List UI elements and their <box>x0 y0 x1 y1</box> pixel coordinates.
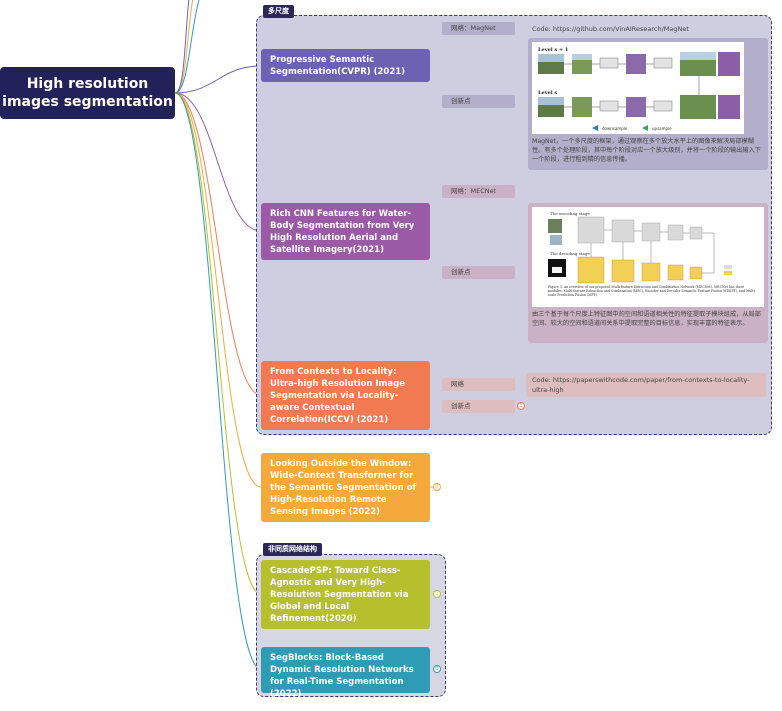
subtopic-innovation-magnet[interactable]: 创新点 <box>442 95 515 108</box>
figure-decoding-label: The decoding stage <box>550 251 590 256</box>
legend-upsample: upsample <box>652 126 672 131</box>
mecnet-architecture-diagram: The encoding stage The decoding stage <box>548 211 756 297</box>
legend-downsample: downsample <box>602 126 628 131</box>
figure-level-top-label: Level s + 1 <box>538 47 568 53</box>
paper-node-looking-outside-window[interactable]: Looking Outside the Window: Wide-Context… <box>261 453 430 522</box>
innovation-description-mecnet: 由三个基于每个尺度上特征图中的空间和语道相关性的特征提取子模块组成，从局部空间、… <box>532 311 761 327</box>
figure-encoding-label: The encoding stage <box>550 211 590 216</box>
figure-caption: Figure 3. An overview of our proposed Mu… <box>548 285 756 297</box>
paper-node-mecnet[interactable]: Rich CNN Features for Water-Body Segment… <box>261 203 430 260</box>
innovation-card-mecnet[interactable]: The encoding stage The decoding stage <box>528 203 768 343</box>
collapse-badge[interactable]: 0 <box>433 483 441 491</box>
paper-node-cascadepsp[interactable]: CascadePSP: Toward Class-Agnostic and Ve… <box>261 560 430 629</box>
group-nonuniform-tag[interactable]: 非同质网络结构 <box>263 543 322 556</box>
paper-title: CascadePSP: Toward Class-Agnostic and Ve… <box>270 566 409 624</box>
paper-node-contexts-to-locality[interactable]: From Contexts to Locality: Ultra-high Re… <box>261 361 430 430</box>
root-topic-label: High resolution images segmentation <box>2 76 173 110</box>
mecnet-figure-image: The encoding stage The decoding stage <box>532 207 764 307</box>
paper-title: Rich CNN Features for Water-Body Segment… <box>270 209 415 255</box>
code-link-contexts[interactable]: Code: https://paperswithcode.com/paper/f… <box>526 373 766 397</box>
innovation-description-magnet: MagNet，一个多尺度的框架，通过观察在多个放大水平上的图像来解决局部模糊性。… <box>532 138 761 163</box>
paper-title: Progressive Semantic Segmentation(CVPR) … <box>270 55 406 77</box>
paper-node-segblocks[interactable]: SegBlocks: Block-Based Dynamic Resolutio… <box>261 647 430 699</box>
paper-title: From Contexts to Locality: Ultra-high Re… <box>270 367 405 425</box>
collapse-badge[interactable]: 1 <box>433 590 441 598</box>
magnet-figure-image: Level s + 1 Level s <box>532 42 744 134</box>
subtopic-network-magnet[interactable]: 网络：MagNet <box>442 22 515 35</box>
paper-title: Looking Outside the Window: Wide-Context… <box>270 459 417 517</box>
collapse-badge[interactable]: 1 <box>517 402 525 410</box>
root-topic[interactable]: High resolution images segmentation <box>0 67 175 119</box>
subtopic-network-contexts[interactable]: 网络 <box>442 378 515 391</box>
group-multiscale-tag[interactable]: 多尺度 <box>263 5 294 18</box>
subtopic-innovation-contexts[interactable]: 创新点 <box>442 400 515 413</box>
innovation-card-magnet[interactable]: Level s + 1 Level s <box>528 38 768 170</box>
paper-node-magnet[interactable]: Progressive Semantic Segmentation(CVPR) … <box>261 49 430 82</box>
subtopic-innovation-mecnet[interactable]: 创新点 <box>442 266 515 279</box>
paper-title: SegBlocks: Block-Based Dynamic Resolutio… <box>270 653 414 699</box>
magnet-architecture-diagram: Level s + 1 Level s <box>538 47 740 131</box>
collapse-badge[interactable]: 0 <box>433 665 441 673</box>
subtopic-network-mecnet[interactable]: 网络：MECNet <box>442 185 515 198</box>
figure-level-bottom-label: Level s <box>538 90 557 96</box>
code-link-magnet[interactable]: Code: https://github.com/VinAIResearch/M… <box>526 22 766 36</box>
